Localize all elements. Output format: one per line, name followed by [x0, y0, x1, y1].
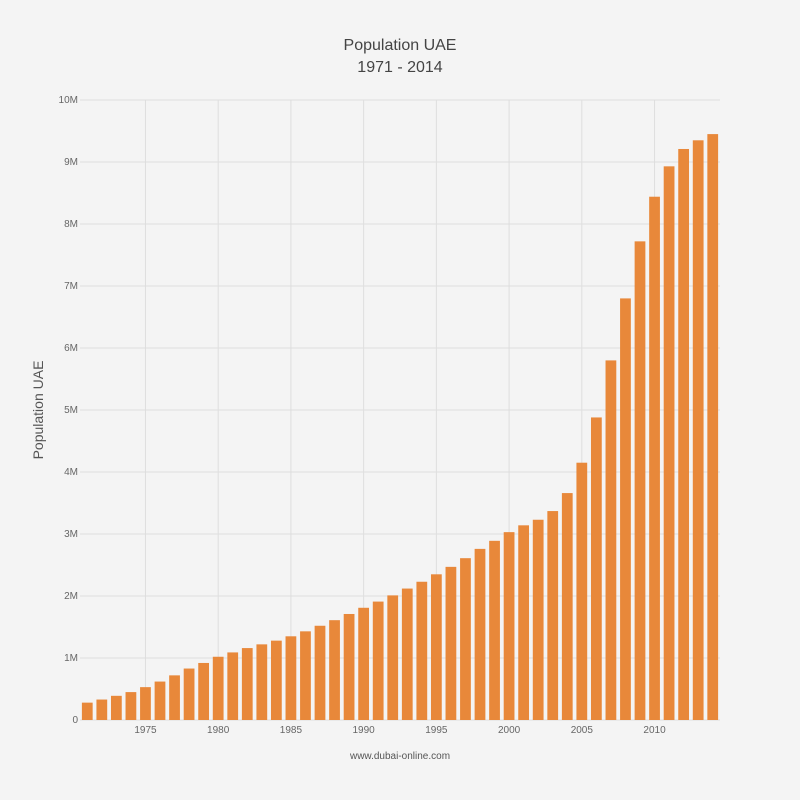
bar-1975 — [140, 687, 151, 720]
x-tick-label-2010: 2010 — [643, 725, 666, 736]
bar-1988 — [329, 620, 340, 720]
bar-1971 — [81, 702, 93, 720]
x-tick-label-1995: 1995 — [425, 725, 448, 736]
bar-2005 — [576, 462, 588, 720]
bar-1983 — [256, 644, 268, 720]
bar-1974 — [125, 692, 137, 720]
bar-1993 — [401, 588, 413, 720]
bar-2003 — [547, 511, 559, 720]
x-tick-label-2000: 2000 — [498, 725, 521, 736]
bar-1995 — [430, 574, 442, 720]
bar-1972 — [96, 699, 108, 720]
chart-title: Population UAE — [344, 37, 457, 54]
y-tick-label-6: 6M — [64, 343, 78, 354]
bar-1984 — [270, 640, 282, 720]
bar-2010 — [649, 196, 660, 721]
bar-1986 — [300, 631, 311, 720]
bar-1987 — [314, 625, 326, 720]
x-tick-label-2005: 2005 — [571, 725, 594, 736]
y-tick-label-3: 3M — [64, 529, 78, 540]
axis-layer: 0 1M 2M 3M 4M 5M 6M 7M 8M 9M 10M 1975 1980 1985 1990 19… — [59, 95, 667, 736]
bar-1980 — [212, 656, 224, 720]
bar-1989 — [343, 613, 355, 720]
bar-2006 — [590, 417, 602, 720]
y-tick-label-7: 7M — [64, 281, 78, 292]
bar-1992 — [387, 595, 399, 720]
bar-2007 — [605, 360, 617, 720]
bar-2012 — [678, 148, 690, 721]
bar-2011 — [663, 166, 675, 721]
x-tick-label-1990: 1990 — [353, 725, 376, 736]
bar-1978 — [183, 668, 195, 720]
bar-2004 — [561, 493, 573, 720]
y-axis-title: Population UAE — [30, 361, 46, 460]
bar-1999 — [489, 540, 500, 720]
x-tick-label-1980: 1980 — [207, 725, 230, 736]
bar-layer — [81, 134, 719, 721]
bar-2008 — [620, 298, 631, 720]
chart-subtitle: 1971 - 2014 — [357, 59, 443, 76]
bar-1996 — [445, 566, 457, 720]
bar-2014 — [707, 134, 719, 721]
bar-1994 — [416, 581, 428, 720]
x-tick-label-1975: 1975 — [134, 725, 157, 736]
grid-layer — [80, 99, 720, 721]
bar-1990 — [358, 607, 370, 720]
bar-1976 — [154, 681, 166, 720]
y-tick-label-0: 0 — [72, 715, 78, 726]
y-tick-label-2: 2M — [64, 591, 78, 602]
bar-2009 — [634, 241, 646, 721]
y-tick-label-1: 1M — [64, 653, 78, 664]
bar-1998 — [474, 548, 486, 720]
y-tick-label-5: 5M — [64, 405, 78, 416]
bar-1985 — [285, 636, 297, 720]
bar-1982 — [241, 648, 253, 720]
bar-1991 — [372, 601, 384, 720]
bar-2002 — [532, 519, 544, 720]
y-tick-label-4: 4M — [64, 467, 78, 478]
bar-1981 — [227, 652, 239, 720]
bar-1973 — [110, 695, 122, 720]
bar-1979 — [198, 662, 210, 720]
bar-2001 — [518, 525, 530, 720]
bar-1977 — [169, 675, 180, 720]
bar-2000 — [503, 532, 515, 720]
bar-2013 — [692, 140, 704, 721]
bar-1997 — [460, 558, 471, 720]
y-tick-label-8: 8M — [64, 219, 78, 230]
y-tick-label-10: 10M — [59, 95, 78, 106]
x-tick-label-1985: 1985 — [280, 725, 303, 736]
y-tick-label-9: 9M — [64, 157, 78, 168]
source-note: www.dubai-online.com — [349, 751, 450, 762]
